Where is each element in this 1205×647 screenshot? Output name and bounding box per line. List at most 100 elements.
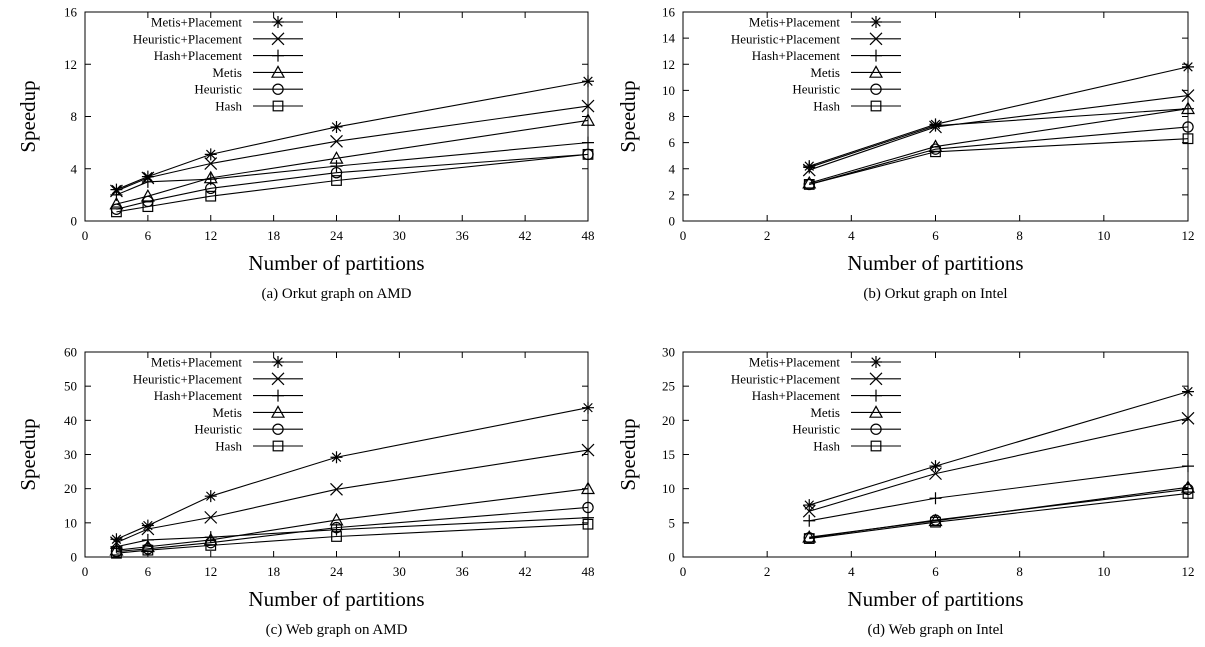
series-line xyxy=(809,417,1189,512)
legend-marker xyxy=(868,405,884,418)
x-tick-label: 12 xyxy=(1182,564,1195,579)
y-tick-label: 0 xyxy=(71,550,78,565)
x-tick-label: 12 xyxy=(204,228,217,243)
series-line xyxy=(809,108,1189,184)
data-point xyxy=(582,136,594,149)
x-tick-label: 4 xyxy=(848,564,855,579)
x-tick-label: 12 xyxy=(204,564,217,579)
y-tick-label: 2 xyxy=(669,187,676,202)
legend-label: Hash+Placement xyxy=(154,48,243,63)
legend-label: Hash+Placement xyxy=(154,388,243,403)
data-point xyxy=(929,492,942,505)
legend-label: Metis xyxy=(212,405,242,420)
legend-marker xyxy=(272,49,284,62)
y-tick-label: 16 xyxy=(64,5,78,20)
x-tick-label: 12 xyxy=(1182,228,1195,243)
data-point xyxy=(330,134,343,148)
legend-label: Metis+Placement xyxy=(151,15,242,30)
x-tick-label: 0 xyxy=(680,564,687,579)
x-tick-label: 6 xyxy=(932,564,939,579)
series-heuristic-placement xyxy=(802,89,1195,177)
series-metis-placement xyxy=(110,75,594,196)
x-tick-label: 42 xyxy=(519,228,532,243)
data-point xyxy=(1182,121,1194,133)
data-point xyxy=(1182,460,1194,473)
legend-marker xyxy=(870,49,882,62)
x-tick-label: 24 xyxy=(330,228,344,243)
legend-label: Hash xyxy=(813,99,840,114)
data-point xyxy=(204,510,218,524)
data-point xyxy=(1182,488,1194,499)
data-point xyxy=(803,533,815,544)
x-tick-label: 48 xyxy=(582,228,595,243)
series-line xyxy=(809,95,1189,171)
series-line xyxy=(116,153,589,210)
data-point xyxy=(582,401,594,414)
legend-marker xyxy=(270,405,286,418)
legend-marker xyxy=(870,100,882,112)
y-tick-label: 25 xyxy=(662,379,675,394)
series-hash-placement xyxy=(803,460,1194,527)
data-point xyxy=(1181,411,1195,425)
x-tick-label: 0 xyxy=(680,228,687,243)
data-point xyxy=(581,443,595,457)
y-axis-title: Speedup xyxy=(616,80,640,152)
data-point xyxy=(930,516,941,528)
legend-marker xyxy=(271,32,285,46)
data-point xyxy=(803,179,815,190)
series-line xyxy=(116,105,589,192)
series-line xyxy=(809,126,1189,185)
data-point xyxy=(582,518,594,530)
y-tick-label: 0 xyxy=(71,214,78,229)
chart-caption: (b) Orkut graph on Intel xyxy=(863,286,1007,302)
y-tick-label: 14 xyxy=(662,31,676,46)
legend-label: Hash xyxy=(813,439,840,454)
data-point xyxy=(581,99,595,113)
data-point xyxy=(205,182,217,195)
x-tick-label: 42 xyxy=(519,564,532,579)
series-line xyxy=(809,391,1189,506)
y-tick-label: 5 xyxy=(669,515,676,530)
legend-marker xyxy=(272,100,284,112)
x-tick-label: 18 xyxy=(267,564,280,579)
x-tick-label: 6 xyxy=(145,564,152,579)
series-metis-placement xyxy=(803,385,1194,512)
series-hash xyxy=(803,133,1194,190)
y-tick-label: 10 xyxy=(64,515,77,530)
y-tick-label: 20 xyxy=(662,413,675,428)
series-heuristic xyxy=(110,501,594,558)
legend-label: Hash xyxy=(215,439,242,454)
data-point xyxy=(110,533,123,546)
chart-caption: (d) Web graph on Intel xyxy=(868,622,1004,638)
data-point xyxy=(141,519,154,532)
data-point xyxy=(330,482,343,496)
legend-marker xyxy=(272,16,284,28)
legend-label: Hash+Placement xyxy=(752,388,841,403)
x-tick-label: 30 xyxy=(393,564,406,579)
data-point xyxy=(141,175,154,188)
x-tick-label: 6 xyxy=(145,228,152,243)
y-tick-label: 20 xyxy=(64,481,77,496)
legend-marker xyxy=(272,389,284,402)
y-tick-label: 8 xyxy=(71,109,78,124)
series-heuristic xyxy=(110,148,594,215)
data-point xyxy=(580,481,596,495)
series-heuristic xyxy=(803,483,1194,544)
x-tick-label: 0 xyxy=(82,228,89,243)
series-line xyxy=(116,488,589,551)
y-tick-label: 15 xyxy=(662,447,675,462)
legend-marker xyxy=(272,356,284,368)
series-line xyxy=(116,506,589,553)
legend-label: Metis xyxy=(810,405,840,420)
x-tick-label: 4 xyxy=(848,228,855,243)
x-tick-label: 36 xyxy=(456,228,470,243)
data-point xyxy=(109,542,124,556)
data-point xyxy=(582,148,594,160)
x-tick-label: 36 xyxy=(456,564,470,579)
data-point xyxy=(330,160,343,173)
data-point xyxy=(330,120,343,133)
legend-marker xyxy=(870,423,882,435)
x-tick-label: 30 xyxy=(393,228,406,243)
